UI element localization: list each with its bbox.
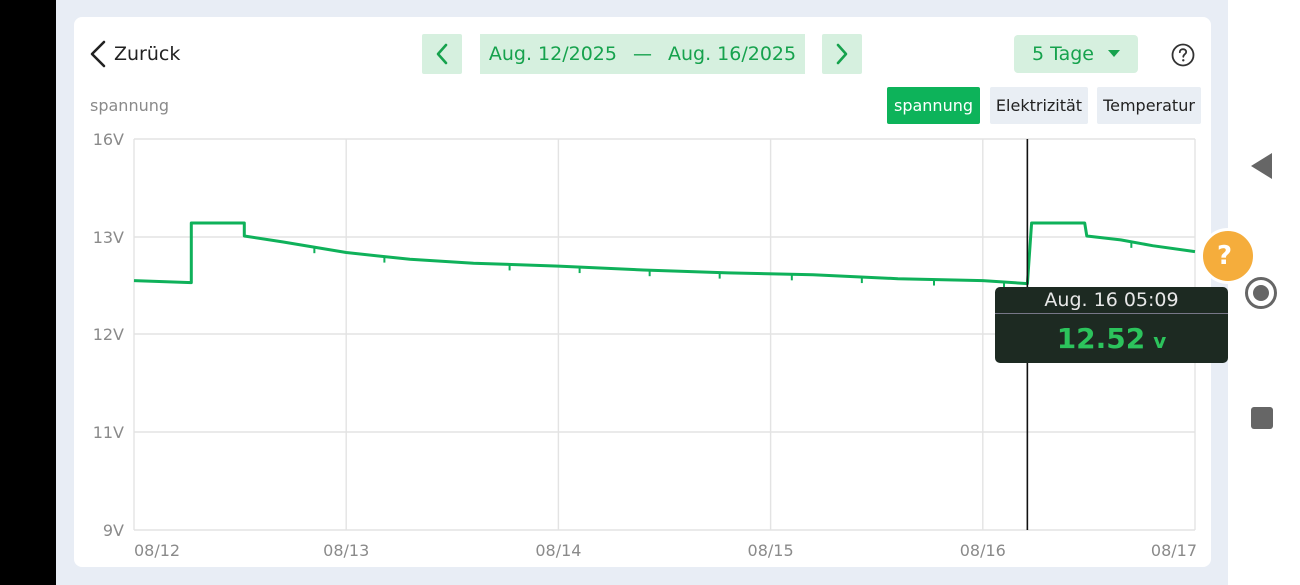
chart-title: spannung <box>90 96 170 115</box>
tooltip-divider <box>995 313 1228 314</box>
y-tick-label: 9V <box>103 521 124 540</box>
chevron-left-icon <box>90 40 106 68</box>
y-tick-label: 13V <box>93 228 124 247</box>
date-start: Aug. 12/2025 <box>488 43 617 65</box>
chevron-right-icon <box>836 43 848 65</box>
caret-down-icon <box>1107 50 1120 57</box>
floating-action-icon[interactable]: ? <box>1200 228 1256 284</box>
range-select-value: 5 Tage <box>1032 43 1094 65</box>
tab-spannung[interactable]: spannung <box>887 87 980 124</box>
previous-range-button[interactable] <box>422 34 462 74</box>
tab-temperatur[interactable]: Temperatur <box>1097 87 1201 124</box>
next-range-button[interactable] <box>822 34 862 74</box>
x-tick-label: 08/17 <box>1151 541 1197 560</box>
x-tick-label: 08/15 <box>748 541 794 560</box>
date-range-display[interactable]: Aug. 12/2025 — Aug. 16/2025 <box>480 34 805 74</box>
left-black-edge <box>0 0 56 585</box>
date-end: Aug. 16/2025 <box>668 43 797 65</box>
range-select[interactable]: 5 Tage <box>1014 35 1138 73</box>
tooltip-value: 12.52 <box>1056 321 1146 355</box>
back-label: Zurück <box>114 43 181 65</box>
x-tick-label: 08/14 <box>535 541 581 560</box>
question-circle-icon[interactable] <box>1171 43 1195 67</box>
x-tick-label: 08/12 <box>134 541 180 560</box>
date-separator: — <box>633 43 652 65</box>
back-button[interactable]: Zurück <box>88 36 180 72</box>
y-tick-label: 12V <box>93 325 124 344</box>
back-triangle-icon[interactable] <box>1250 152 1274 180</box>
tooltip-unit: v <box>1153 329 1167 353</box>
x-tick-label: 08/13 <box>323 541 369 560</box>
home-circle-icon[interactable] <box>1244 276 1278 310</box>
tab-elektrizitaet[interactable]: Elektrizität <box>990 87 1088 124</box>
y-tick-label: 11V <box>93 423 124 442</box>
x-tick-label: 08/16 <box>960 541 1006 560</box>
tooltip-value-row: 12.52 v <box>995 317 1228 359</box>
y-tick-label: 16V <box>93 130 124 149</box>
tooltip-date: Aug. 16 05:09 <box>1044 289 1179 311</box>
series-line-spannung <box>133 221 1196 286</box>
chevron-left-icon <box>436 43 448 65</box>
chart-tooltip: Aug. 16 05:09 12.52 v <box>995 287 1228 363</box>
recent-square-icon[interactable] <box>1251 407 1273 429</box>
